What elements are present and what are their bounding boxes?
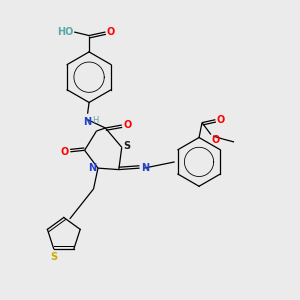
Text: N: N [83, 117, 92, 127]
Text: O: O [123, 120, 131, 130]
Text: O: O [217, 115, 225, 125]
Text: HO: HO [57, 27, 73, 37]
Text: O: O [61, 147, 69, 157]
Text: N: N [88, 163, 97, 173]
Text: N: N [141, 163, 149, 173]
Text: O: O [107, 27, 115, 37]
Text: S: S [124, 141, 131, 151]
Text: O: O [212, 135, 220, 146]
Text: H: H [92, 116, 98, 125]
Text: S: S [50, 252, 57, 262]
